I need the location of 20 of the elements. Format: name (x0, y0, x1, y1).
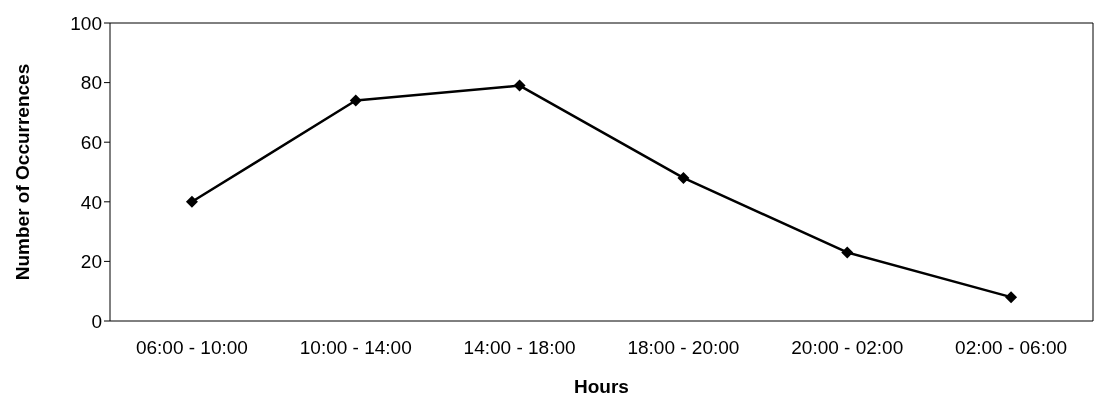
y-tick-label: 40 (80, 191, 102, 213)
y-tick-label: 80 (80, 72, 102, 94)
x-tick-label: 06:00 - 10:00 (135, 337, 248, 359)
point (1005, 291, 1018, 304)
point (513, 79, 526, 92)
y-tick-label: 100 (70, 12, 102, 34)
x-tick-label: 18:00 - 20:00 (627, 337, 740, 359)
x-tick-label: 20:00 - 02:00 (791, 337, 904, 359)
x-tick-label: 14:00 - 18:00 (463, 337, 576, 359)
point (349, 94, 362, 107)
point (185, 195, 198, 208)
y-tick-label: 20 (80, 251, 102, 273)
point (841, 246, 854, 259)
y-tick-label: 0 (91, 310, 102, 332)
y-tick-label: 60 (80, 131, 102, 153)
x-axis-title: Hours (574, 376, 629, 397)
x-tick-label: 02:00 - 06:00 (955, 337, 1068, 359)
x-tick-label: 10:00 - 14:00 (299, 337, 412, 359)
y-axis-title: Number of Occurrences (11, 63, 33, 281)
point (677, 171, 690, 184)
